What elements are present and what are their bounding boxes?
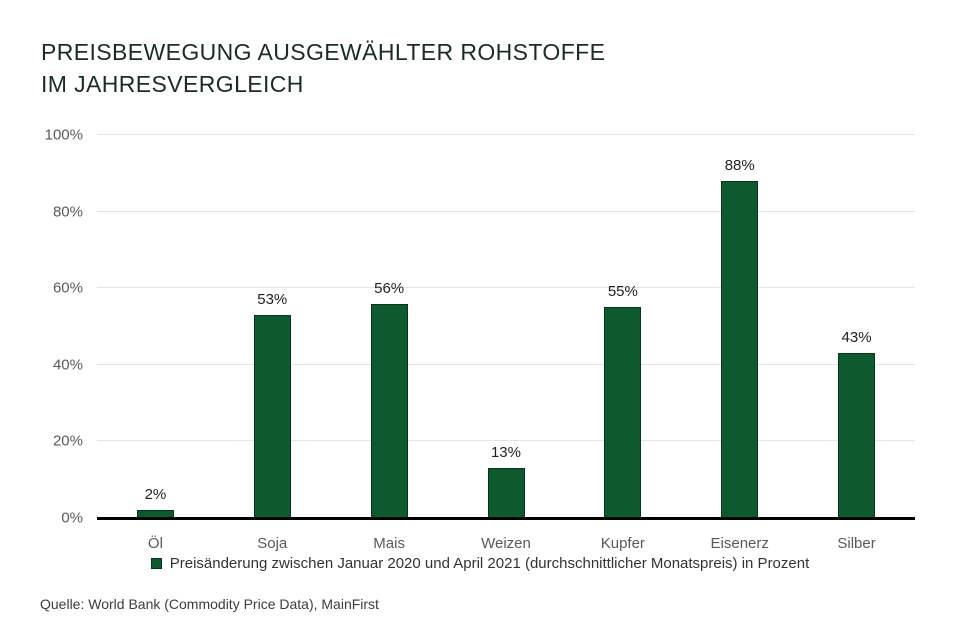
category-label-kupfer: Kupfer [600, 535, 645, 552]
y-axis-tick-label-0: 0% [61, 509, 83, 527]
y-axis-tick-label-80: 80% [52, 203, 83, 221]
bar-eisenerz [721, 180, 759, 518]
gridline-60 [97, 287, 915, 289]
value-label-soja: 53% [257, 291, 288, 309]
category-label-eisenerz: Eisenerz [710, 535, 769, 552]
category-label-mais: Mais [373, 535, 405, 552]
gridline-80 [97, 210, 915, 212]
y-axis-tick-label-40: 40% [52, 356, 83, 374]
chart-title: PREISBEWEGUNG AUSGEWÄHLTER ROHSTOFFE IM … [41, 39, 606, 97]
bar-kupfer [604, 307, 642, 518]
legend-label: Preisänderung zwischen Januar 2020 und A… [169, 555, 810, 572]
gridline-100 [97, 134, 915, 135]
category-label-soja: Soja [257, 535, 288, 552]
bar-silber [838, 353, 876, 518]
category-label-ol: Öl [147, 535, 163, 552]
y-axis-tick-label-100: 100% [44, 126, 83, 144]
plot-area: 0% 20% 40% 60% 80% 100% 2% Öl 53% Soja 56% Mais 13% W… [45, 127, 915, 552]
bar-soja [253, 315, 291, 518]
legend: Preisänderung zwischen Januar 2020 und A… [0, 555, 960, 572]
value-label-mais: 56% [374, 279, 405, 297]
value-label-ol: 2% [144, 486, 167, 504]
category-label-silber: Silber [837, 535, 876, 552]
bar-ol [136, 510, 174, 518]
value-label-eisenerz: 88% [724, 156, 755, 174]
y-axis-tick-label-60: 60% [52, 279, 83, 297]
value-label-kupfer: 55% [607, 283, 638, 301]
legend-marker-square [150, 558, 162, 569]
gridline-40 [97, 363, 915, 365]
category-label-weizen: Weizen [481, 535, 531, 552]
source-note: Quelle: World Bank (Commodity Price Data… [40, 596, 379, 612]
x-axis-line [97, 517, 915, 520]
bar-weizen [487, 468, 525, 518]
y-axis-tick-label-20: 20% [52, 432, 83, 450]
bar-mais [370, 303, 408, 518]
value-label-silber: 43% [841, 329, 872, 347]
value-label-weizen: 13% [490, 444, 521, 462]
gridline-20 [97, 440, 915, 442]
